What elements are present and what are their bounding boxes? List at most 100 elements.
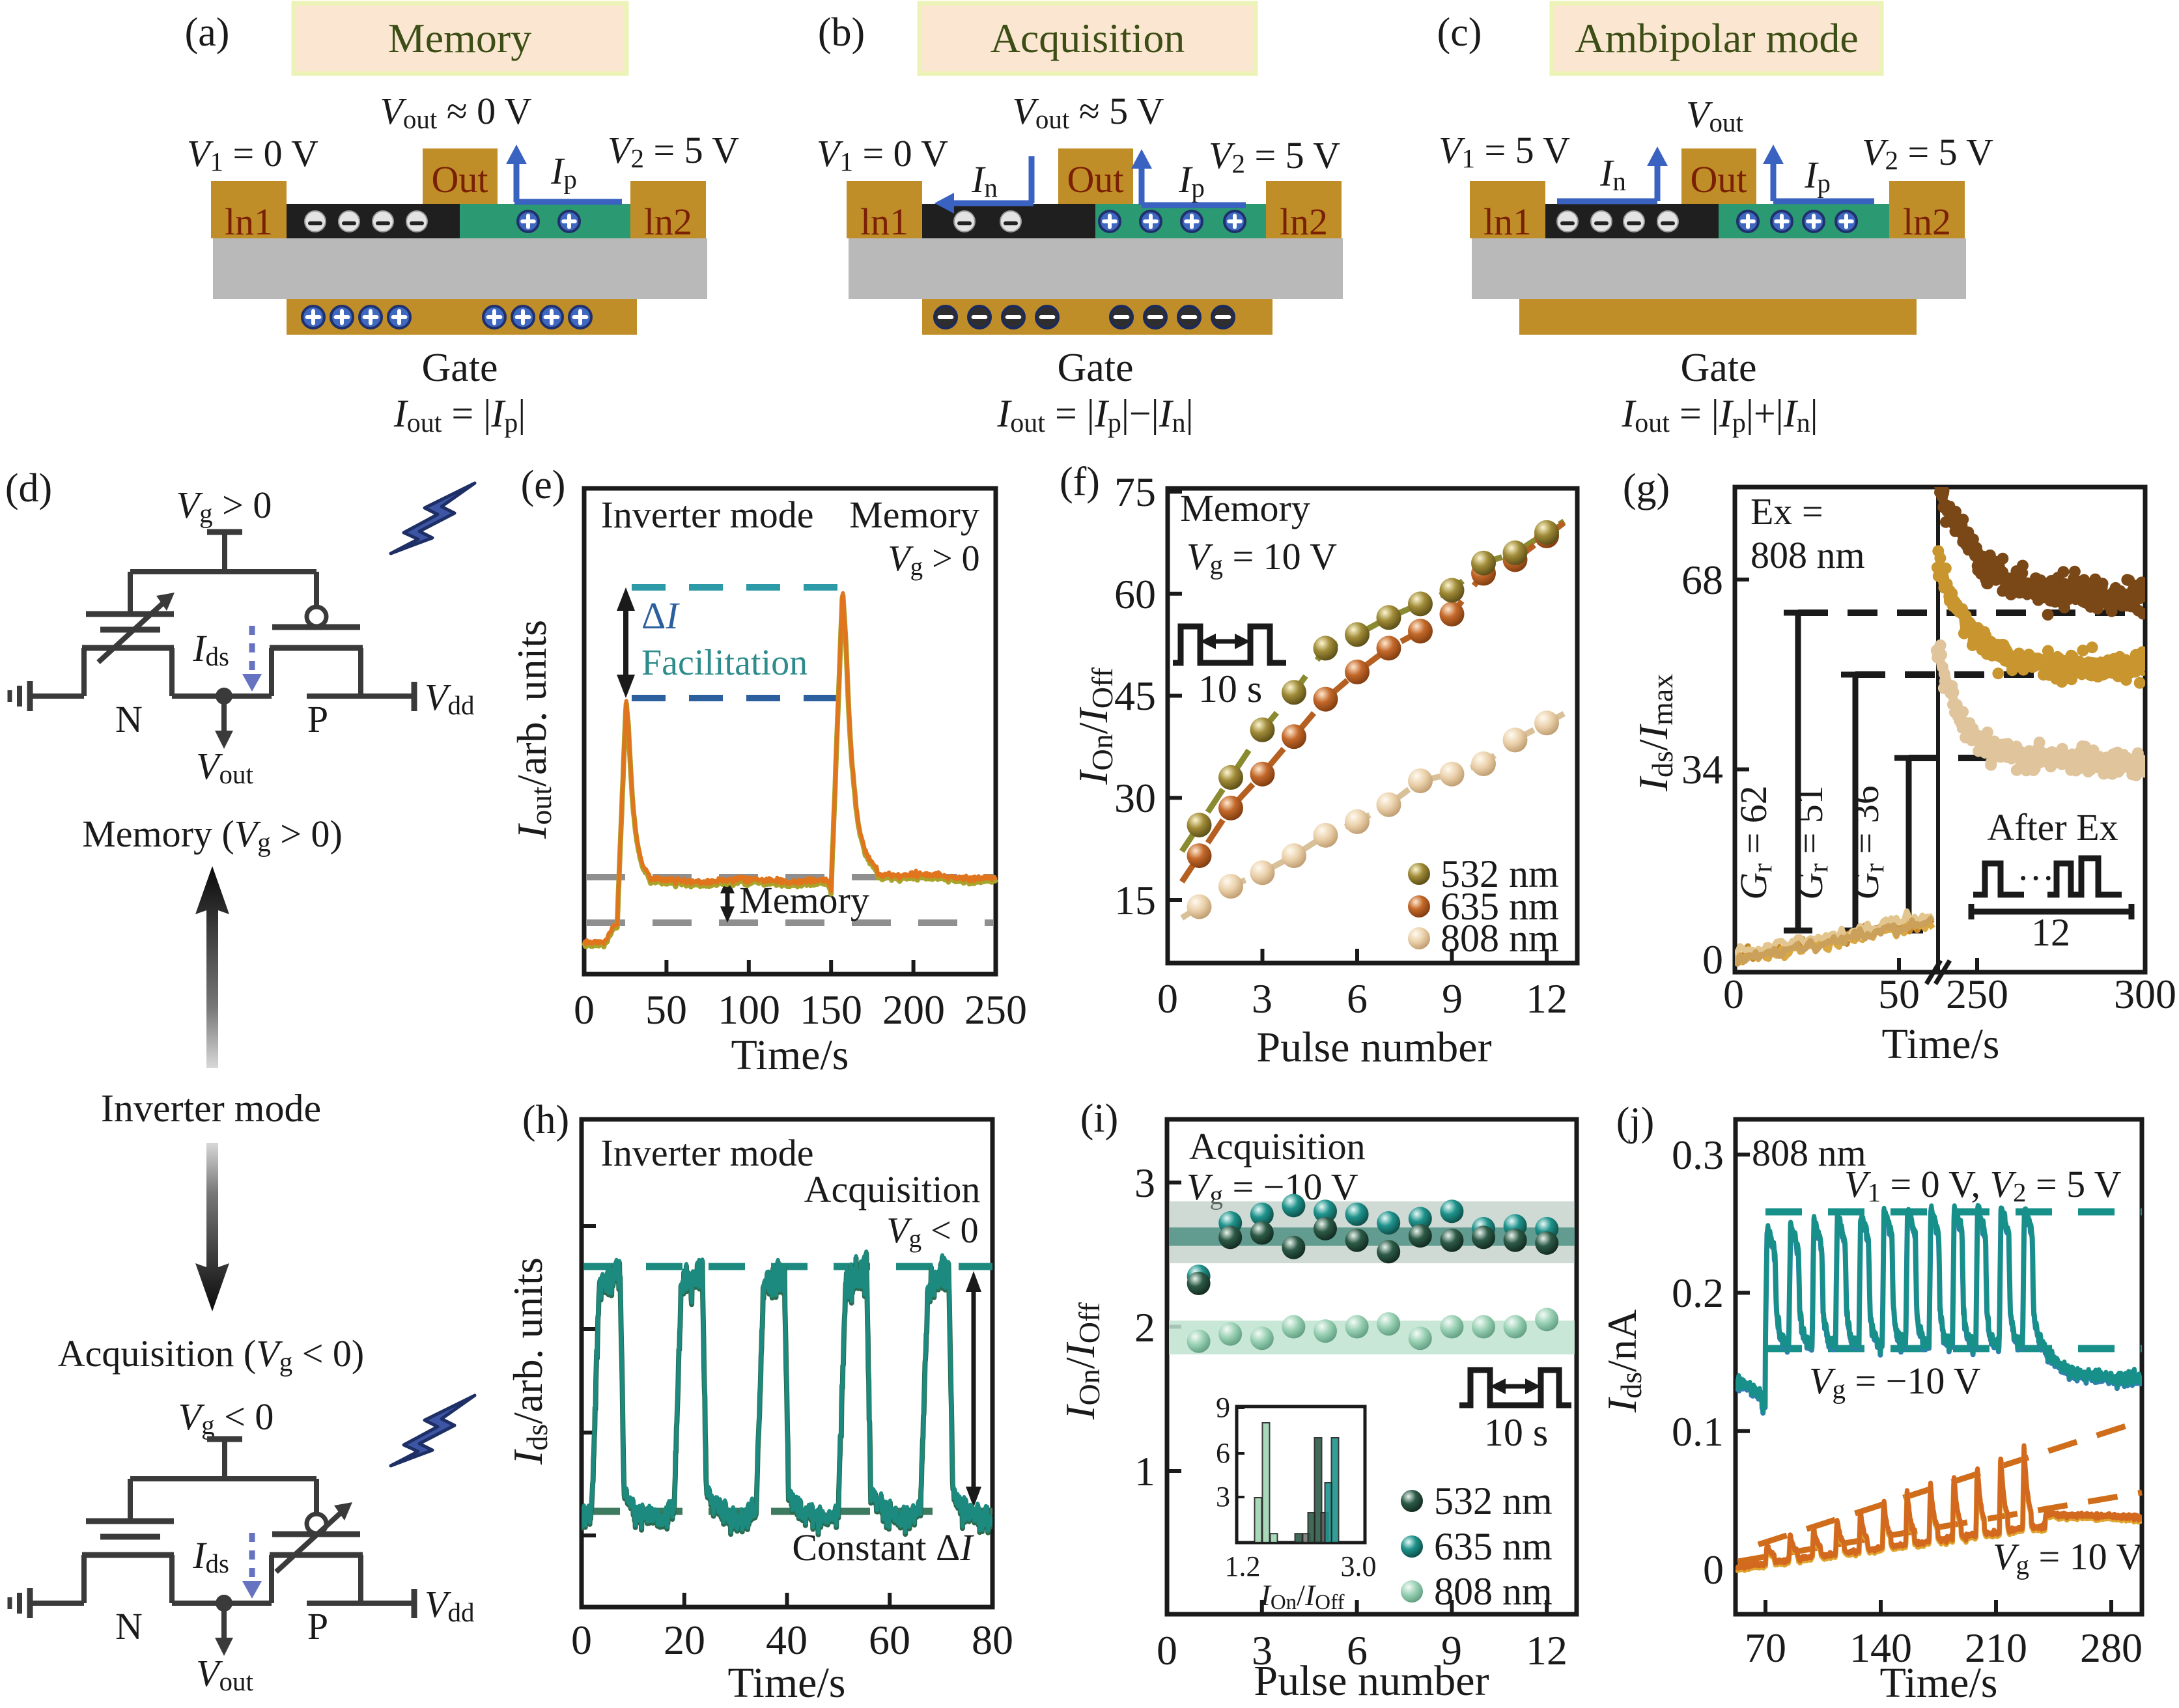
svg-text:0: 0 — [1157, 975, 1178, 1022]
svg-text:6: 6 — [1347, 1627, 1368, 1673]
svg-text:Ids: Ids — [192, 627, 229, 671]
svg-text:Ip: Ip — [1804, 154, 1831, 198]
svg-text:Vout: Vout — [1686, 93, 1743, 137]
svg-text:P: P — [307, 1605, 328, 1647]
svg-text:0: 0 — [574, 987, 595, 1033]
svg-text:(i): (i) — [1080, 1097, 1119, 1141]
svg-text:In: In — [971, 158, 998, 203]
svg-text:0.2: 0.2 — [1672, 1270, 1724, 1316]
svg-text:532 nm: 532 nm — [1441, 852, 1559, 895]
svg-text:V2 = 5 V: V2 = 5 V — [1862, 131, 1993, 175]
svg-text:Vg > 0: Vg > 0 — [888, 539, 979, 581]
svg-text:Vout: Vout — [196, 1652, 253, 1696]
svg-text:(f): (f) — [1060, 460, 1100, 504]
svg-text:Time/s: Time/s — [731, 1031, 849, 1079]
svg-text:V1 = 5 V: V1 = 5 V — [1439, 129, 1570, 173]
svg-text:IOn/IOff: IOn/IOff — [1260, 1578, 1345, 1614]
svg-text:ln2: ln2 — [1280, 201, 1328, 243]
svg-text:Vg > 0: Vg > 0 — [176, 484, 272, 528]
svg-text:(c): (c) — [1437, 10, 1482, 55]
svg-text:808 nm: 808 nm — [1434, 1570, 1553, 1613]
svg-text:Vg < 0: Vg < 0 — [886, 1211, 978, 1253]
svg-text:3: 3 — [1252, 1627, 1272, 1673]
svg-text:12: 12 — [1526, 1627, 1567, 1673]
svg-text:12: 12 — [2031, 911, 2070, 954]
svg-text:45: 45 — [1114, 673, 1156, 719]
svg-text:60: 60 — [869, 1617, 910, 1663]
svg-text:Out: Out — [432, 158, 488, 201]
svg-text:V2 = 5 V: V2 = 5 V — [608, 129, 739, 173]
svg-text:Ip: Ip — [550, 150, 577, 194]
svg-text:3: 3 — [1134, 1160, 1155, 1206]
svg-text:12: 12 — [1526, 975, 1567, 1022]
svg-text:635 nm: 635 nm — [1441, 885, 1559, 928]
svg-text:68: 68 — [1681, 557, 1723, 603]
svg-text:ln2: ln2 — [644, 201, 692, 243]
svg-text:Inverter mode: Inverter mode — [601, 494, 814, 536]
svg-text:100: 100 — [718, 987, 780, 1033]
svg-text:9: 9 — [1442, 975, 1463, 1022]
svg-text:(h): (h) — [522, 1098, 569, 1142]
svg-text:40: 40 — [766, 1617, 808, 1663]
svg-text:Gr = 62: Gr = 62 — [1732, 785, 1778, 900]
svg-text:(d): (d) — [5, 466, 52, 511]
svg-text:ln1: ln1 — [225, 201, 273, 243]
svg-text:0: 0 — [1702, 936, 1723, 983]
svg-text:Vout: Vout — [196, 745, 253, 789]
svg-text:34: 34 — [1681, 746, 1723, 792]
svg-text:300: 300 — [2114, 971, 2176, 1017]
svg-text:70: 70 — [1745, 1625, 1786, 1671]
svg-text:Iout = |Ip|: Iout = |Ip| — [393, 392, 526, 438]
svg-text:Vdd: Vdd — [425, 1583, 474, 1627]
svg-text:0: 0 — [1723, 971, 1744, 1017]
svg-text:210: 210 — [1965, 1625, 2027, 1671]
svg-text:Constant ΔI: Constant ΔI — [792, 1526, 974, 1569]
svg-text:3: 3 — [1216, 1481, 1230, 1513]
svg-text:1: 1 — [1134, 1448, 1155, 1494]
svg-text:1.2: 1.2 — [1225, 1550, 1261, 1582]
svg-text:140: 140 — [1849, 1625, 1912, 1671]
svg-text:Vout ≈ 5 V: Vout ≈ 5 V — [1012, 90, 1164, 134]
svg-text:80: 80 — [972, 1617, 1013, 1663]
svg-text:Iout = |Ip|+|In|: Iout = |Ip|+|In| — [1621, 392, 1818, 438]
svg-text:(j): (j) — [1616, 1100, 1655, 1144]
svg-text:Vg < 0: Vg < 0 — [178, 1395, 274, 1440]
svg-text:Ambipolar mode: Ambipolar mode — [1575, 15, 1858, 61]
svg-text:50: 50 — [645, 987, 687, 1033]
svg-text:Gr = 51: Gr = 51 — [1788, 785, 1834, 900]
svg-text:6: 6 — [1216, 1437, 1230, 1469]
svg-text:ln1: ln1 — [1483, 201, 1532, 243]
svg-text:808 nm: 808 nm — [1441, 917, 1559, 960]
svg-text:Vg = −10 V: Vg = −10 V — [1809, 1360, 1981, 1404]
svg-text:6: 6 — [1347, 975, 1368, 1022]
svg-text:Vg = 10 V: Vg = 10 V — [1993, 1535, 2143, 1580]
svg-text:Gate: Gate — [1680, 346, 1756, 390]
svg-text:(e): (e) — [521, 463, 566, 507]
svg-text:ΔI: ΔI — [641, 595, 680, 637]
svg-text:V1 = 0 V: V1 = 0 V — [187, 132, 318, 176]
svg-text:2: 2 — [1134, 1304, 1155, 1351]
svg-text:Acquisition: Acquisition — [1189, 1125, 1366, 1168]
svg-text:60: 60 — [1114, 571, 1156, 617]
svg-text:Time/s: Time/s — [1882, 1020, 2000, 1068]
svg-text:808 nm: 808 nm — [1750, 534, 1865, 576]
svg-text:ln2: ln2 — [1903, 201, 1951, 243]
svg-text:Ids: Ids — [192, 1534, 229, 1578]
svg-text:V2 = 5 V: V2 = 5 V — [1209, 134, 1340, 178]
svg-text:After Ex: After Ex — [1987, 806, 2118, 848]
svg-text:10 s: 10 s — [1198, 667, 1262, 710]
svg-text:Ip: Ip — [1178, 158, 1205, 203]
svg-text:635 nm: 635 nm — [1434, 1525, 1553, 1568]
svg-text:Vout ≈ 0 V: Vout ≈ 0 V — [380, 90, 531, 134]
svg-text:9: 9 — [1441, 1627, 1462, 1673]
svg-text:ln1: ln1 — [860, 201, 908, 243]
svg-text:150: 150 — [800, 987, 862, 1033]
svg-text:Out: Out — [1067, 158, 1124, 201]
svg-text:30: 30 — [1114, 775, 1156, 821]
svg-text:Ex =: Ex = — [1750, 490, 1823, 533]
svg-text:0.1: 0.1 — [1672, 1408, 1724, 1455]
svg-text:Gate: Gate — [421, 346, 498, 390]
svg-text:Acquisition: Acquisition — [804, 1168, 981, 1211]
svg-text:Pulse number: Pulse number — [1256, 1024, 1491, 1071]
svg-text:Out: Out — [1691, 158, 1747, 201]
